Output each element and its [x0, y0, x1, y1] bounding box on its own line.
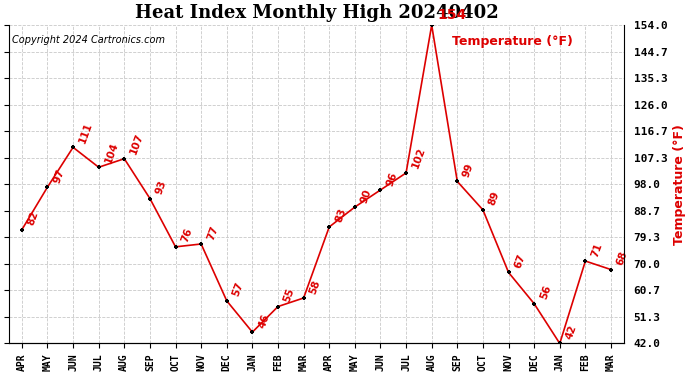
Title: Heat Index Monthly High 20240402: Heat Index Monthly High 20240402: [135, 4, 498, 22]
Point: [273, 303, 284, 309]
Text: 111: 111: [77, 121, 94, 145]
Point: [452, 178, 463, 184]
Text: 55: 55: [282, 287, 297, 304]
Point: [349, 204, 360, 210]
Point: [247, 329, 258, 335]
Text: 102: 102: [411, 146, 427, 170]
Point: [119, 156, 130, 162]
Point: [580, 258, 591, 264]
Text: 90: 90: [359, 188, 373, 204]
Point: [324, 224, 335, 230]
Text: 67: 67: [513, 252, 527, 270]
Point: [401, 170, 412, 176]
Text: 93: 93: [154, 179, 168, 196]
Text: 104: 104: [103, 141, 120, 165]
Text: 89: 89: [487, 190, 502, 207]
Text: 56: 56: [538, 284, 553, 301]
Point: [93, 164, 104, 170]
Text: 46: 46: [257, 312, 271, 329]
Point: [170, 244, 181, 250]
Point: [68, 144, 79, 150]
Point: [606, 267, 617, 273]
Text: 58: 58: [308, 278, 322, 295]
Point: [42, 184, 53, 190]
Text: 76: 76: [179, 227, 194, 244]
Text: 77: 77: [206, 224, 219, 241]
Point: [221, 298, 233, 304]
Point: [196, 241, 207, 247]
Y-axis label: Temperature (°F): Temperature (°F): [673, 124, 686, 245]
Text: 82: 82: [26, 210, 40, 227]
Text: 42: 42: [564, 324, 578, 341]
Point: [554, 340, 565, 346]
Point: [477, 207, 489, 213]
Text: 96: 96: [384, 170, 399, 187]
Text: Temperature (°F): Temperature (°F): [452, 34, 573, 48]
Text: 97: 97: [52, 167, 66, 184]
Point: [375, 187, 386, 193]
Text: 57: 57: [231, 281, 246, 298]
Point: [503, 269, 514, 275]
Point: [17, 227, 28, 233]
Text: 154: 154: [437, 8, 466, 22]
Text: 83: 83: [333, 207, 348, 224]
Text: 68: 68: [615, 250, 629, 267]
Text: Copyright 2024 Cartronics.com: Copyright 2024 Cartronics.com: [12, 34, 165, 45]
Point: [529, 301, 540, 307]
Point: [426, 22, 437, 28]
Point: [298, 295, 309, 301]
Point: [144, 195, 155, 201]
Text: 107: 107: [128, 132, 146, 156]
Text: 71: 71: [589, 241, 604, 258]
Text: 99: 99: [462, 162, 475, 178]
